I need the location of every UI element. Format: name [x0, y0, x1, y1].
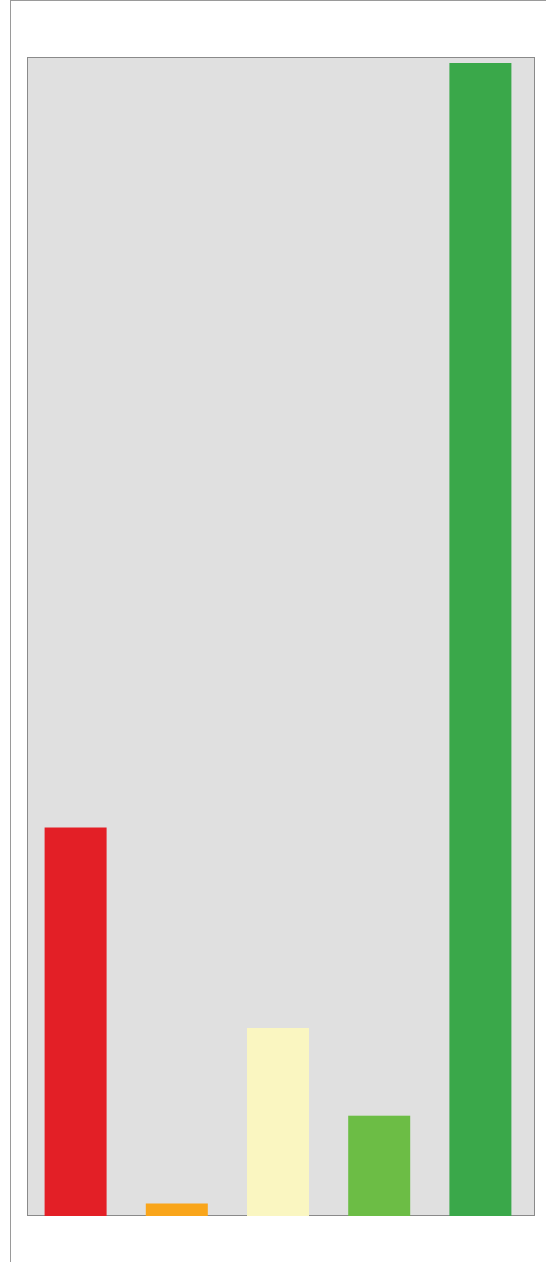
- bar-3: [247, 1028, 309, 1216]
- bars-group: [44, 63, 512, 1216]
- bar-5: [449, 63, 512, 1216]
- bar-2: [145, 1203, 208, 1216]
- bar-4: [348, 1115, 411, 1216]
- bar-1: [44, 827, 107, 1216]
